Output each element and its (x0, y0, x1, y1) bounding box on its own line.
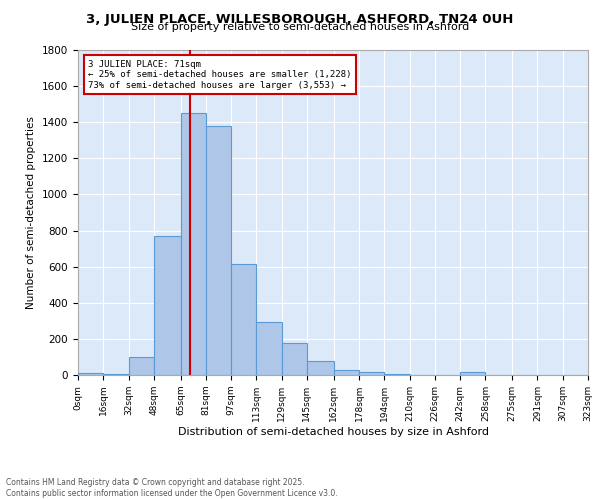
Text: 3 JULIEN PLACE: 71sqm
← 25% of semi-detached houses are smaller (1,228)
73% of s: 3 JULIEN PLACE: 71sqm ← 25% of semi-deta… (88, 60, 352, 90)
Bar (460, 372, 485, 375)
Bar (154, 236, 181, 375)
Bar (281, 344, 307, 375)
X-axis label: Distribution of semi-detached houses by size in Ashford: Distribution of semi-detached houses by … (178, 426, 488, 436)
Bar (78, 373, 103, 375)
Bar (128, 357, 154, 375)
Bar (307, 360, 334, 375)
Text: 3, JULIEN PLACE, WILLESBOROUGH, ASHFORD, TN24 0UH: 3, JULIEN PLACE, WILLESBOROUGH, ASHFORD,… (86, 12, 514, 26)
Text: Size of property relative to semi-detached houses in Ashford: Size of property relative to semi-detach… (131, 22, 469, 32)
Y-axis label: Number of semi-detached properties: Number of semi-detached properties (26, 116, 37, 309)
Bar (206, 126, 231, 375)
Bar (334, 370, 359, 375)
Bar (103, 374, 128, 375)
Bar (359, 372, 385, 375)
Bar (256, 322, 281, 375)
Text: Contains HM Land Registry data © Crown copyright and database right 2025.
Contai: Contains HM Land Registry data © Crown c… (6, 478, 338, 498)
Bar (231, 264, 256, 375)
Bar (181, 113, 206, 375)
Bar (385, 374, 410, 375)
